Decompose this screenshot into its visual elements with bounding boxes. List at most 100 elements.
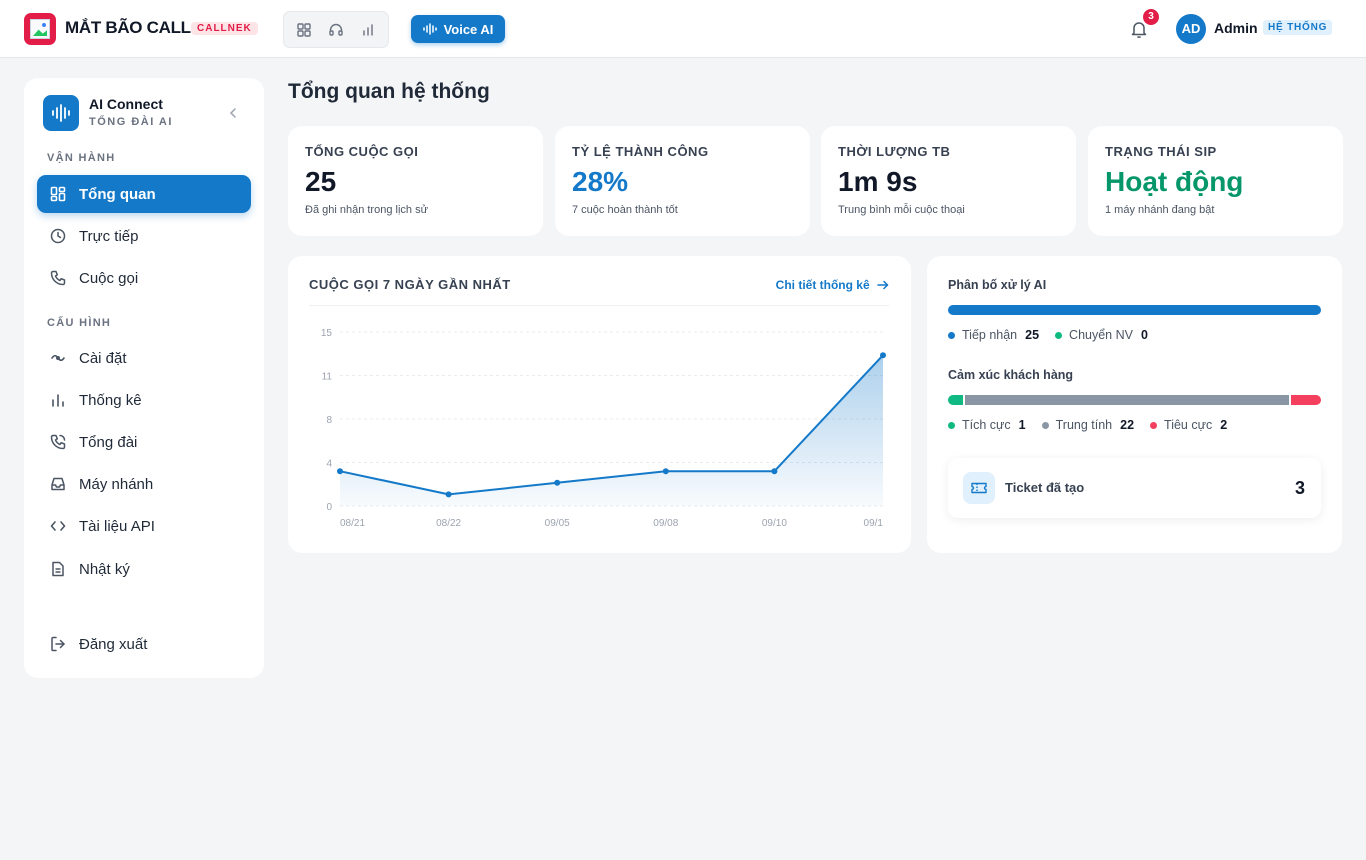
stat-label: TỔNG CUỘC GỌI: [305, 144, 419, 159]
user-role-badge: HỆ THỐNG: [1263, 20, 1333, 35]
ticket-value: 3: [1294, 478, 1305, 498]
sidebar-item-label: Trực tiếp: [79, 227, 139, 245]
sidebar-item-label: Thống kê: [79, 391, 142, 409]
x-tick-label: 09/10: [762, 518, 787, 529]
sidebar-item-statistics[interactable]: Thống kê: [37, 381, 251, 419]
sidebar-item-label: Cài đặt: [79, 349, 127, 367]
logout-label: Đăng xuất: [79, 635, 148, 653]
data-point: [771, 468, 778, 475]
x-tick-label: 09/08: [653, 518, 678, 529]
sidebar-item-live[interactable]: Trực tiếp: [37, 217, 251, 255]
stat-card-total-calls: TỔNG CUỘC GỌI 25 Đã ghi nhận trong lịch …: [288, 126, 543, 236]
legend-value: 0: [1140, 328, 1148, 342]
x-tick-label: 09/1: [864, 518, 884, 529]
sidebar-subtitle: TỔNG ĐÀI AI: [89, 116, 173, 128]
sidebar-item-label: Tổng quan: [79, 185, 156, 203]
ticket-icon: [963, 472, 995, 504]
stat-label: TỶ LỆ THÀNH CÔNG: [572, 144, 709, 159]
legend-label: Trung tính: [1055, 418, 1113, 432]
legend-label: Chuyển NV: [1069, 328, 1133, 342]
notification-badge: 3: [1143, 9, 1159, 25]
ai-distribution-card: Phân bố xử lý AI Tiếp nhận 25 Chuyển NV …: [927, 256, 1342, 553]
legend-dot: [1055, 331, 1063, 339]
stat-label: TRẠNG THÁI SIP: [1105, 144, 1217, 159]
chart-title: CUỘC GỌI 7 NGÀY GẦN NHẤT: [309, 277, 511, 292]
stat-card-avg-duration: THỜI LƯỢNG TB 1m 9s Trung bình mỗi cuộc …: [821, 126, 1076, 236]
bar-chart-icon: [49, 391, 67, 409]
phone-call-icon: [49, 433, 67, 451]
data-point: [880, 352, 886, 359]
y-tick-label: 11: [322, 372, 333, 383]
stat-sub: 1 máy nhánh đang bật: [1105, 204, 1215, 216]
bar-segment: [1291, 395, 1321, 405]
calls-area-chart: 15 11 8 4 0 08/21 08/22 09/05 09/08 09/10 09/1: [321, 328, 886, 529]
sentiment-bar: [948, 395, 1321, 405]
phone-icon: [49, 269, 67, 287]
sidebar-item-label: Cuộc gọi: [79, 269, 139, 287]
sidebar-item-switchboard[interactable]: Tổng đài: [37, 423, 251, 461]
distribution-legend: Tiếp nhận 25 Chuyển NV 0: [948, 328, 1164, 342]
ticket-label: Ticket đã tạo: [1005, 480, 1085, 495]
collapse-chevron-icon[interactable]: [225, 105, 241, 121]
sidebar: AI Connect TỔNG ĐÀI AI VẬN HÀNH Tổng qua…: [24, 78, 264, 678]
sentiment-title: Cảm xúc khách hàng: [948, 368, 1074, 382]
stat-sub: Đã ghi nhận trong lịch sử: [305, 204, 428, 216]
document-icon: [49, 560, 67, 578]
voice-ai-label: Voice AI: [443, 21, 494, 37]
voice-ai-button[interactable]: Voice AI: [411, 15, 505, 43]
y-tick-label: 15: [321, 328, 333, 339]
x-tick-label: 08/21: [340, 518, 365, 529]
chart-detail-link-label: Chi tiết thống kê: [775, 278, 870, 292]
area-fill: [340, 355, 883, 506]
y-tick-label: 4: [326, 459, 332, 470]
stat-value: 1m 9s: [838, 166, 918, 197]
sidebar-item-overview[interactable]: Tổng quan: [37, 175, 251, 213]
inbox-icon: [49, 475, 67, 493]
top-bar: MẮT BÃO CALL CALLNEK Voice AI 3 AD Admin…: [0, 0, 1366, 58]
arrow-right-icon: [877, 280, 889, 290]
clock-icon: [49, 227, 67, 245]
stat-value: 28%: [572, 166, 629, 197]
stat-value: Hoạt động: [1105, 166, 1244, 197]
distribution-title: Phân bố xử lý AI: [948, 278, 1047, 292]
stat-value: 25: [305, 166, 337, 197]
settings-icon: [49, 349, 67, 367]
bar-segment: [948, 395, 963, 405]
sidebar-item-label: Tài liệu API: [79, 517, 155, 535]
page-title: Tổng quan hệ thống: [288, 80, 490, 103]
x-tick-label: 08/22: [436, 518, 461, 529]
grid-icon[interactable]: [291, 17, 317, 43]
stat-card-sip-status: TRẠNG THÁI SIP Hoạt động 1 máy nhánh đan…: [1088, 126, 1343, 236]
brand-badge: CALLNEK: [191, 22, 258, 35]
data-point: [662, 468, 669, 475]
logout-button[interactable]: Đăng xuất: [37, 625, 251, 663]
brand-logo-icon[interactable]: [24, 13, 56, 45]
data-point: [445, 491, 452, 498]
sidebar-item-calls[interactable]: Cuộc gọi: [37, 259, 251, 297]
sidebar-item-extensions[interactable]: Máy nhánh: [37, 465, 251, 503]
sidebar-item-api-docs[interactable]: Tài liệu API: [37, 507, 251, 545]
calls-chart-card: CUỘC GỌI 7 NGÀY GẦN NHẤT Chi tiết thống …: [288, 256, 911, 553]
data-point: [337, 468, 343, 475]
user-name[interactable]: Admin: [1214, 20, 1258, 36]
bar-segment: [964, 395, 1290, 405]
stat-card-success-rate: TỶ LỆ THÀNH CÔNG 28% 7 cuộc hoàn thành t…: [555, 126, 810, 236]
sidebar-item-settings[interactable]: Cài đặt: [37, 339, 251, 377]
chart-divider: [309, 305, 889, 306]
chart-icon[interactable]: [355, 17, 381, 43]
stat-sub: 7 cuộc hoàn thành tốt: [572, 204, 678, 216]
brand-name[interactable]: MẮT BÃO CALL: [65, 18, 191, 37]
ticket-summary[interactable]: Ticket đã tạo 3: [948, 458, 1321, 518]
distribution-bar: [948, 305, 1321, 315]
chart-detail-link[interactable]: Chi tiết thống kê: [776, 278, 889, 292]
avatar[interactable]: AD: [1176, 14, 1206, 44]
bell-icon[interactable]: [1128, 18, 1150, 40]
sentiment-legend: Tích cực 1 Trung tính 22 Tiêu cực 2: [948, 418, 1243, 432]
sidebar-item-label: Máy nhánh: [79, 475, 154, 493]
toolbar-icon-group: [283, 11, 389, 48]
headset-icon[interactable]: [323, 17, 349, 43]
legend-dot: [948, 421, 955, 429]
y-tick-label: 0: [326, 502, 332, 513]
stat-label: THỜI LƯỢNG TB: [838, 144, 951, 159]
sidebar-item-logs[interactable]: Nhật ký: [37, 550, 251, 588]
